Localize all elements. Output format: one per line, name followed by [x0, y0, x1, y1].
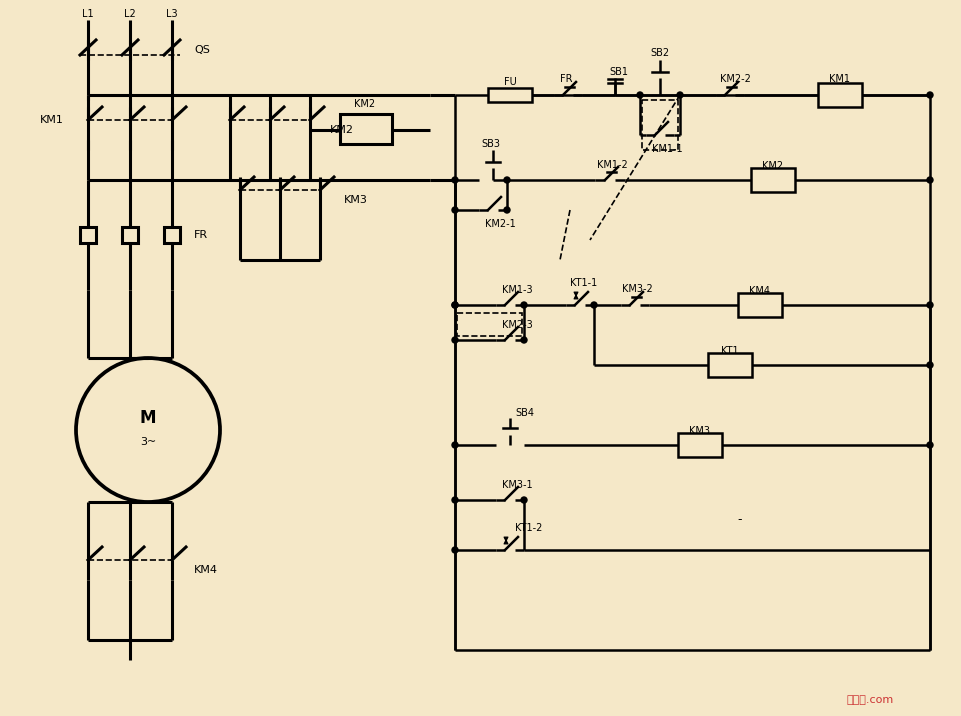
Circle shape — [452, 442, 457, 448]
Text: KM4: KM4 — [749, 286, 770, 296]
Circle shape — [636, 92, 642, 98]
Text: -: - — [737, 513, 742, 526]
Text: FU: FU — [504, 77, 516, 87]
Bar — [751, 168, 794, 192]
Text: SB3: SB3 — [480, 139, 500, 149]
Circle shape — [452, 547, 457, 553]
Bar — [80, 227, 96, 243]
Circle shape — [926, 177, 932, 183]
Text: KM3-1: KM3-1 — [502, 480, 532, 490]
Text: KM2-3: KM2-3 — [502, 320, 532, 330]
Text: FR: FR — [194, 230, 208, 240]
Bar — [122, 227, 137, 243]
Text: KM1-2: KM1-2 — [596, 160, 627, 170]
Bar — [737, 293, 781, 317]
Circle shape — [521, 497, 527, 503]
Text: 接线图.com: 接线图.com — [846, 695, 893, 705]
Circle shape — [926, 442, 932, 448]
Text: KM4: KM4 — [194, 565, 218, 575]
Text: KM2-1: KM2-1 — [484, 219, 515, 229]
Text: KM2: KM2 — [330, 125, 354, 135]
Text: KM1-1: KM1-1 — [652, 144, 682, 154]
Text: SB2: SB2 — [650, 48, 669, 58]
Circle shape — [926, 362, 932, 368]
Text: KM2: KM2 — [354, 99, 375, 109]
Bar — [163, 227, 180, 243]
Circle shape — [504, 177, 509, 183]
Circle shape — [452, 177, 457, 183]
Text: KM2-2: KM2-2 — [719, 74, 750, 84]
Bar — [641, 100, 678, 150]
Circle shape — [590, 302, 597, 308]
Circle shape — [521, 337, 527, 343]
Bar — [707, 353, 752, 377]
Circle shape — [504, 207, 509, 213]
Circle shape — [452, 337, 457, 343]
Text: KM3: KM3 — [344, 195, 367, 205]
Text: 3~: 3~ — [139, 437, 156, 447]
Bar — [456, 313, 522, 336]
Text: KT1-1: KT1-1 — [570, 278, 597, 288]
Text: KT1: KT1 — [721, 346, 738, 356]
Text: QS: QS — [194, 45, 209, 55]
Text: FR: FR — [559, 74, 572, 84]
Text: KM3-2: KM3-2 — [621, 284, 652, 294]
Text: KM1-3: KM1-3 — [502, 285, 532, 295]
Text: L3: L3 — [166, 9, 178, 19]
Text: KM2: KM2 — [762, 161, 783, 171]
Text: KM1: KM1 — [40, 115, 64, 125]
Bar — [487, 88, 531, 102]
Circle shape — [521, 302, 527, 308]
Circle shape — [926, 92, 932, 98]
Text: KM1: KM1 — [828, 74, 850, 84]
Text: SB1: SB1 — [609, 67, 628, 77]
Text: KT1-2: KT1-2 — [514, 523, 542, 533]
Circle shape — [926, 302, 932, 308]
Circle shape — [452, 302, 457, 308]
Circle shape — [677, 92, 682, 98]
Bar — [339, 114, 391, 144]
Text: M: M — [139, 409, 156, 427]
Text: SB4: SB4 — [514, 408, 533, 418]
Circle shape — [452, 497, 457, 503]
Bar — [678, 433, 722, 457]
Circle shape — [452, 207, 457, 213]
Text: L1: L1 — [82, 9, 94, 19]
Text: L2: L2 — [124, 9, 136, 19]
Bar — [817, 83, 861, 107]
Circle shape — [452, 302, 457, 308]
Text: KM3: KM3 — [689, 426, 710, 436]
